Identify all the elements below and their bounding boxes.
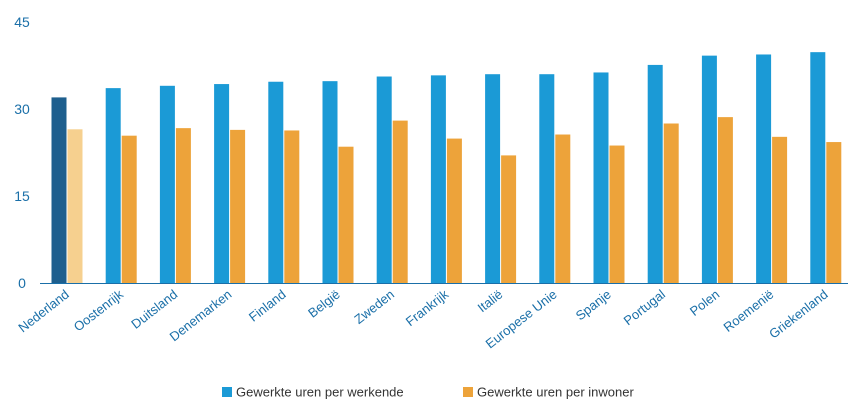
bar-inwoner: [392, 120, 408, 283]
bar-werkende: [51, 97, 67, 284]
bar-inwoner: [826, 142, 842, 283]
x-category-label: Oostenrijk: [71, 286, 127, 334]
bar-inwoner: [501, 155, 517, 283]
bar-inwoner: [609, 145, 625, 283]
bar-werkende: [810, 52, 826, 283]
bar-werkende: [485, 74, 501, 283]
x-category-label: Italië: [475, 287, 506, 316]
y-tick-label: 15: [14, 188, 30, 204]
bar-inwoner: [121, 135, 137, 283]
bar-werkende: [159, 85, 175, 283]
bar-inwoner: [67, 129, 83, 283]
bar-inwoner: [772, 136, 788, 283]
x-category-label: Portugal: [621, 286, 668, 328]
bar-werkende: [376, 76, 392, 284]
legend-label: Gewerkte uren per werkende: [236, 385, 404, 400]
bar-inwoner: [284, 130, 300, 283]
x-category-label: Duitsland: [128, 287, 180, 332]
y-tick-label: 0: [18, 275, 26, 291]
bar-inwoner: [446, 138, 462, 283]
x-category-label: Griekenland: [766, 287, 830, 342]
bar-werkende: [701, 55, 717, 283]
legend-swatch: [222, 387, 232, 397]
x-category-label: Frankrijk: [403, 286, 452, 329]
bar-inwoner: [717, 117, 733, 284]
bars-layer: [51, 52, 842, 284]
bar-inwoner: [338, 146, 354, 283]
x-category-label: Finland: [246, 287, 289, 325]
x-category-label: Spanje: [573, 287, 614, 324]
bar-werkende: [322, 81, 338, 283]
bar-inwoner: [663, 123, 679, 283]
bar-inwoner: [230, 129, 246, 283]
bar-inwoner: [175, 128, 191, 283]
legend: Gewerkte uren per werkende Gewerkte uren …: [222, 385, 634, 400]
y-tick-label: 45: [14, 14, 30, 30]
bar-werkende: [647, 64, 663, 283]
legend-label: Gewerkte uren per inwoner: [477, 385, 634, 400]
bar-werkende: [105, 88, 121, 284]
legend-swatch: [463, 387, 473, 397]
y-axis: 0 15 30 45: [14, 14, 30, 291]
bar-werkende: [593, 72, 609, 284]
bar-werkende: [268, 81, 284, 284]
x-category-label: België: [305, 287, 343, 321]
bar-werkende: [756, 54, 772, 284]
x-category-label: Zweden: [351, 287, 397, 327]
bar-werkende: [430, 75, 446, 283]
bar-werkende: [214, 84, 230, 283]
y-tick-label: 30: [14, 101, 30, 117]
x-category-label: Polen: [687, 287, 722, 319]
bar-werkende: [539, 74, 555, 283]
x-category-label: Nederland: [15, 287, 72, 336]
bar-inwoner: [555, 134, 571, 283]
